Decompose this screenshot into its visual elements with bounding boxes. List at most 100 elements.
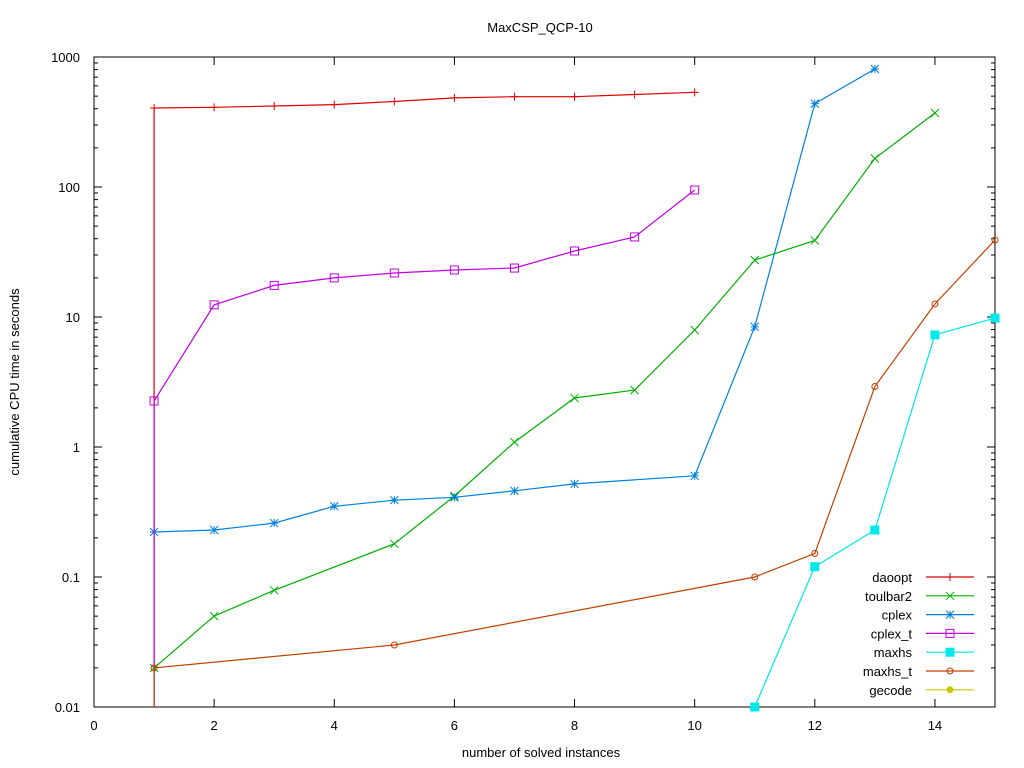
series-line [153,239,996,707]
legend-entry-toulbar2: toulbar2 [865,589,974,604]
data-point [930,330,940,340]
star-marker [269,518,279,528]
cross-marker [570,393,579,403]
series-line [153,112,936,669]
star-marker [690,471,700,481]
x-tick-label: 14 [928,718,942,733]
data-point [150,664,158,672]
legend-label: toulbar2 [865,589,912,604]
data-point [510,486,519,496]
data-point [149,396,159,406]
plus-marker [570,92,579,101]
data-point [946,573,954,581]
cross-marker [209,611,219,621]
plus-marker [150,104,159,113]
data-point [871,383,879,391]
legend-label: cplex [882,608,913,623]
star-marker [389,495,399,505]
square-marker [870,525,880,535]
plus-marker [690,88,699,97]
cross-marker [510,437,519,447]
data-point [510,92,519,101]
legend-entry-cplex_t: cplex_t [871,626,974,641]
square-marker [690,185,700,195]
axes: 0 2 4 6 8 10 12 14 0.01 0.1 1 10 100 1000 [51,50,996,733]
data-point [870,64,880,74]
x-tick-label: 6 [451,718,458,733]
data-point [390,97,399,106]
data-point [870,525,880,535]
square-marker [509,263,519,273]
cross-marker [690,325,700,335]
data-point [930,108,940,118]
data-point [810,562,820,572]
star-marker [570,479,579,489]
data-point [510,437,519,447]
plus-marker [390,97,399,106]
data-point [269,518,279,528]
cross-marker [750,255,760,265]
series-cplex [149,64,880,537]
circle-marker [751,573,759,581]
data-point [449,265,459,275]
data-point [750,322,760,332]
data-point [329,501,339,511]
cross-marker [930,108,940,118]
data-point [270,101,279,110]
y-tick-label: 100 [58,180,80,195]
star-marker [945,610,955,619]
data-point [150,104,159,113]
x-tick-label: 2 [211,718,218,733]
square-marker [990,313,1000,323]
data-point [690,185,700,195]
series-toulbar2 [149,108,940,673]
data-point [209,525,219,535]
square-marker [750,702,760,712]
data-point [570,246,580,256]
plus-marker [270,101,279,110]
cross-marker [810,236,820,245]
star-marker [750,322,760,332]
data-point [931,300,939,308]
square-marker [570,246,580,256]
y-tick-label: 0.1 [62,570,80,585]
data-point [690,88,699,97]
data-point [329,273,339,283]
data-point [810,236,820,245]
circle-marker [871,383,879,391]
data-point [945,610,955,619]
data-point [945,628,955,638]
data-point [870,154,880,163]
square-marker [209,300,219,310]
data-point [389,539,399,549]
legend-entry-gecode: gecode [869,683,974,698]
data-point [570,479,579,489]
series-cplex_t [149,185,700,707]
data-point [810,99,820,108]
data-point [690,471,700,481]
legend-entry-maxhs_t: maxhs_t [863,664,974,679]
square-marker [449,265,459,275]
x-axis-label: number of solved instances [462,745,621,760]
legend-label: daoopt [872,570,912,585]
data-point [750,255,760,265]
data-point [946,686,954,694]
series-maxhs_t [150,236,999,707]
legend-entry-cplex: cplex [882,608,974,623]
square-marker [930,330,940,340]
data-point [750,702,760,712]
data-point [991,236,999,244]
legend-label: cplex_t [871,626,913,641]
square-marker [810,562,820,572]
legend-entry-maxhs: maxhs [874,645,974,660]
data-point [945,591,955,601]
data-point [751,573,759,581]
x-tick-label: 0 [90,718,97,733]
legend-entry-daoopt: daoopt [872,570,974,585]
data-point [209,300,219,310]
square-marker [329,273,339,283]
data-point [945,647,955,657]
series-maxhs [750,313,1000,712]
y-tick-label: 0.01 [55,700,80,715]
